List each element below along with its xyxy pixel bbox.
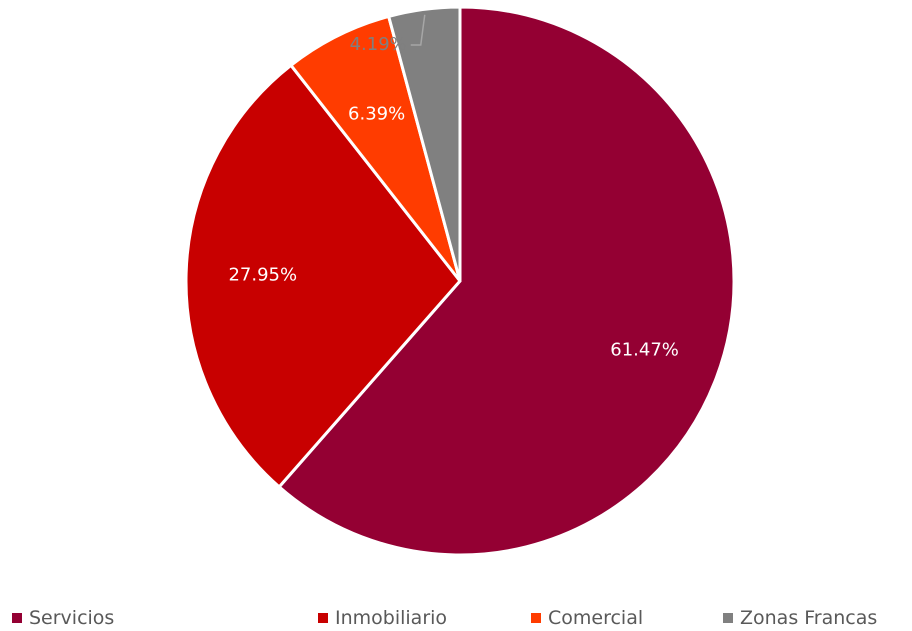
legend-item-zonas-francas: Zonas Francas <box>723 607 877 629</box>
legend-swatch <box>531 613 541 623</box>
pie-data-labels: 61.47% 27.95% 6.39% 4.19% <box>228 14 679 361</box>
legend-item-inmobiliario: Inmobiliario <box>318 607 447 629</box>
pie-slice-servicios <box>277 5 736 557</box>
pie-chart: 61.47% 27.95% 6.39% 4.19% <box>184 5 736 557</box>
data-label-zonas-francas: 4.19% <box>350 34 407 55</box>
legend-item-comercial: Comercial <box>531 607 643 629</box>
legend-label: Inmobiliario <box>335 607 448 629</box>
leader-line <box>410 14 426 46</box>
legend-swatch <box>12 613 22 623</box>
legend-item-servicios: Servicios <box>12 607 114 629</box>
legend-label: Zonas Francas <box>740 607 878 629</box>
data-label-servicios: 61.47% <box>610 340 679 361</box>
data-label-inmobiliario: 27.95% <box>228 264 297 285</box>
legend: Servicios Inmobiliario Comercial Zonas F… <box>0 607 912 631</box>
pie-slice-inmobiliario <box>184 63 462 489</box>
legend-label: Comercial <box>548 607 644 629</box>
legend-label: Servicios <box>29 607 115 629</box>
pie-slices <box>184 5 736 557</box>
pie-slice-zonas-francas <box>387 5 462 283</box>
legend-swatch <box>318 613 328 623</box>
data-label-comercial: 6.39% <box>348 103 405 124</box>
legend-swatch <box>723 613 733 623</box>
